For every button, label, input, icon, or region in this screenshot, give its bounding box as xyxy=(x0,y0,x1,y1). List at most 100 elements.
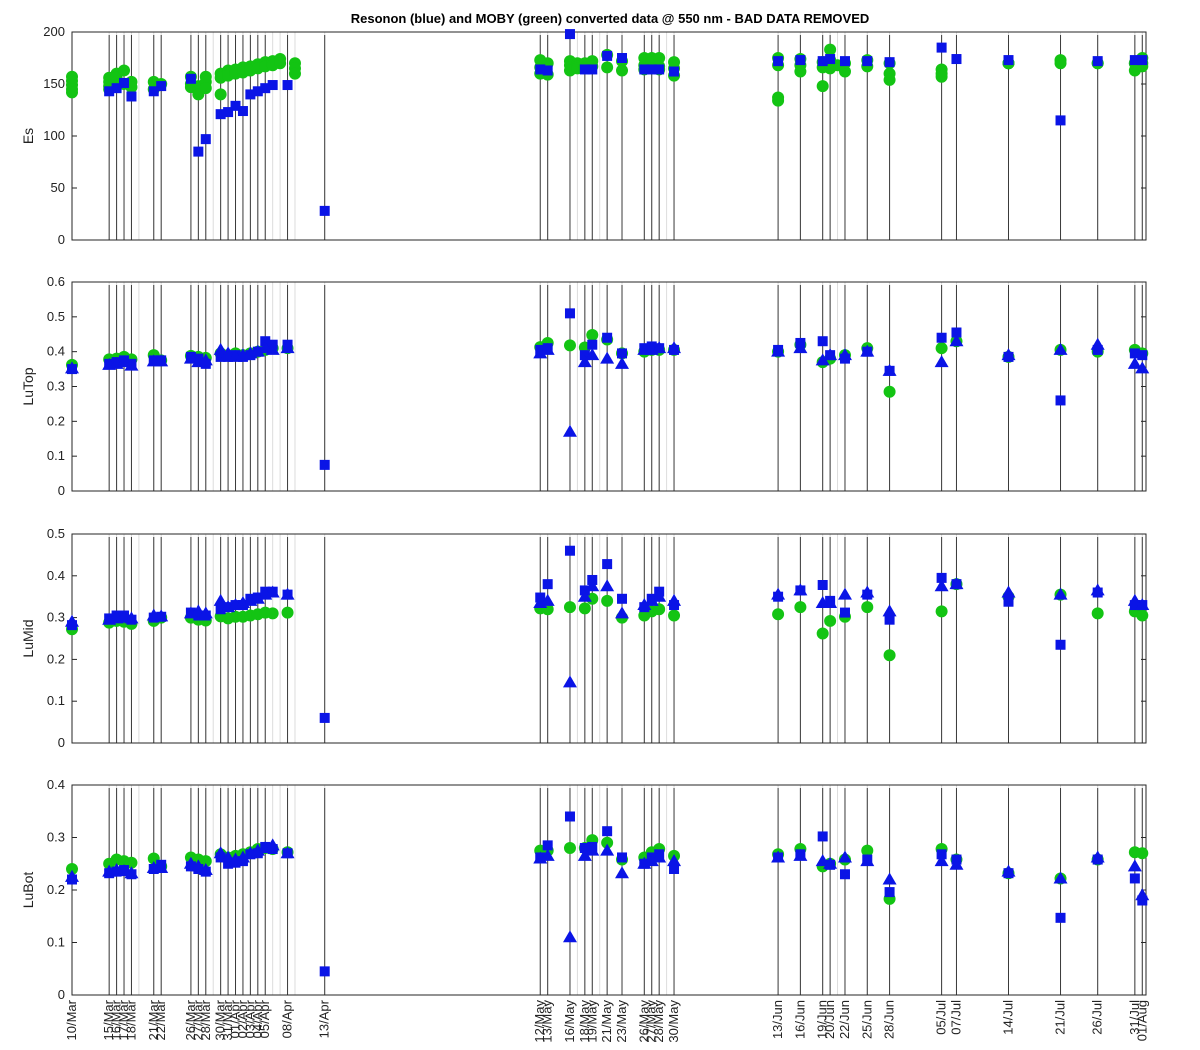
data-point-resonon-triangle xyxy=(265,342,280,355)
data-point-moby xyxy=(616,64,629,77)
x-tick-label: 05/Jul xyxy=(934,1000,949,1035)
data-point-moby xyxy=(883,73,896,86)
data-point-resonon-triangle xyxy=(280,846,295,859)
data-point-resonon-square xyxy=(104,86,115,97)
panel-lutop: 0 0.1 0.2 0.3 0.4 0.5 0.6 LuTop xyxy=(20,274,1150,498)
data-point-resonon-triangle xyxy=(265,585,280,598)
x-tick-label: 30/Mar xyxy=(213,999,228,1040)
data-point-resonon-square xyxy=(126,91,137,102)
data-point-moby xyxy=(563,842,576,854)
data-point-resonon-triangle xyxy=(280,341,295,354)
data-point-moby xyxy=(824,614,837,627)
data-point-moby xyxy=(935,605,948,618)
data-point-resonon-triangle xyxy=(815,854,830,867)
data-point-moby xyxy=(794,65,807,78)
y-tick-label: 150 xyxy=(43,76,65,91)
y-axis-label: LuMid xyxy=(20,619,36,657)
data-point-resonon-triangle xyxy=(124,611,139,624)
data-point-resonon-square xyxy=(936,42,947,53)
data-point-resonon-triangle xyxy=(600,579,615,592)
x-tick-label: 21/May xyxy=(599,1000,614,1043)
x-tick-label: 13/May xyxy=(540,1000,555,1043)
x-tick-label: 02/Apr xyxy=(235,999,250,1038)
data-point-resonon-square xyxy=(564,308,575,319)
data-point-resonon-square xyxy=(319,205,330,216)
data-point-resonon-triangle xyxy=(1001,864,1016,877)
data-point-resonon-triangle xyxy=(771,344,786,357)
x-tick-label: 16/May xyxy=(562,1000,577,1043)
y-tick-label: 0 xyxy=(58,735,65,750)
data-point-resonon-triangle xyxy=(585,843,600,856)
data-point-resonon-triangle xyxy=(793,583,808,596)
data-point-resonon-square xyxy=(1137,55,1148,66)
data-point-resonon-square xyxy=(267,80,278,91)
data-point-resonon-square xyxy=(951,327,962,338)
x-tick-label: 08/Apr xyxy=(280,999,295,1038)
data-point-resonon-triangle xyxy=(250,591,265,604)
data-point-resonon-triangle xyxy=(577,848,592,861)
x-tick-label: 23/May xyxy=(614,1000,629,1043)
panels-layer: 050100150200Es00.10.20.30.40.50.6LuTop00… xyxy=(20,24,1150,1002)
data-point-resonon-triangle xyxy=(235,850,250,863)
data-point-resonon-square xyxy=(669,864,680,874)
y-tick-label: 0.6 xyxy=(47,274,65,289)
x-tick-label: 26/Jul xyxy=(1090,1000,1105,1035)
data-point-resonon-square xyxy=(542,65,553,76)
x-tick-label: 28/Jun xyxy=(882,1000,897,1039)
data-point-resonon-triangle xyxy=(250,344,265,357)
y-tick-label: 0.4 xyxy=(47,344,65,359)
data-point-resonon-triangle xyxy=(1053,871,1068,884)
x-tick-label: 28/Mar xyxy=(198,999,213,1040)
data-point-resonon-triangle xyxy=(265,838,280,851)
data-point-resonon-triangle xyxy=(191,859,206,872)
panel-lubot: 0 0.1 0.2 0.3 0.4 LuBot xyxy=(20,777,1150,1002)
x-tick-label: 30/May xyxy=(666,1000,681,1043)
data-point-moby xyxy=(861,844,874,857)
data-point-resonon-square xyxy=(1003,55,1014,66)
data-point-resonon-square xyxy=(564,811,575,822)
data-point-resonon-triangle xyxy=(213,593,228,606)
data-point-resonon-square xyxy=(237,106,248,117)
data-point-resonon-triangle xyxy=(221,346,236,359)
x-tick-label: 18/May xyxy=(577,1000,592,1043)
data-point-resonon-triangle xyxy=(949,334,964,347)
data-point-resonon-square xyxy=(884,614,895,625)
data-point-resonon-square xyxy=(535,64,546,75)
data-point-resonon-square xyxy=(1137,895,1148,906)
data-point-resonon-triangle xyxy=(183,856,198,869)
data-point-resonon-triangle xyxy=(793,341,808,354)
y-tick-label: 0.2 xyxy=(47,882,65,897)
data-point-moby xyxy=(578,602,591,615)
data-point-resonon-square xyxy=(215,109,226,120)
data-point-resonon-square xyxy=(936,572,947,583)
x-tick-label: 13/Jun xyxy=(770,1000,785,1039)
y-tick-label: 0.1 xyxy=(47,448,65,463)
data-point-resonon-square xyxy=(215,351,226,362)
data-point-resonon-square xyxy=(319,459,330,470)
x-tick-label: 10/Mar xyxy=(64,999,79,1040)
data-point-resonon-triangle xyxy=(198,863,213,876)
data-point-moby xyxy=(816,80,829,93)
data-point-resonon-square xyxy=(252,86,263,97)
data-point-resonon-triangle xyxy=(837,850,852,863)
data-point-resonon-triangle xyxy=(562,930,577,943)
data-point-resonon-triangle xyxy=(644,593,659,606)
x-tick-label: 01/Apr xyxy=(228,999,243,1038)
x-tick-label: 16/Mar xyxy=(109,999,124,1040)
data-point-resonon-triangle xyxy=(1090,337,1105,350)
x-tick-label: 20/Jun xyxy=(822,1000,837,1039)
data-point-resonon-triangle xyxy=(1053,587,1068,600)
y-tick-label: 50 xyxy=(51,180,65,195)
y-tick-label: 100 xyxy=(43,128,65,143)
data-point-resonon-triangle xyxy=(124,866,139,879)
data-point-moby xyxy=(772,608,785,621)
y-axis-label: LuTop xyxy=(20,367,36,405)
data-point-moby xyxy=(935,342,948,355)
data-point-resonon-square xyxy=(1003,596,1014,607)
data-point-moby xyxy=(1054,57,1067,70)
data-point-resonon-square xyxy=(602,332,613,343)
x-tick-label: 26/May xyxy=(636,1000,651,1043)
data-point-resonon-triangle xyxy=(652,589,667,602)
data-point-resonon-triangle xyxy=(540,848,555,861)
data-point-resonon-square xyxy=(193,146,204,157)
